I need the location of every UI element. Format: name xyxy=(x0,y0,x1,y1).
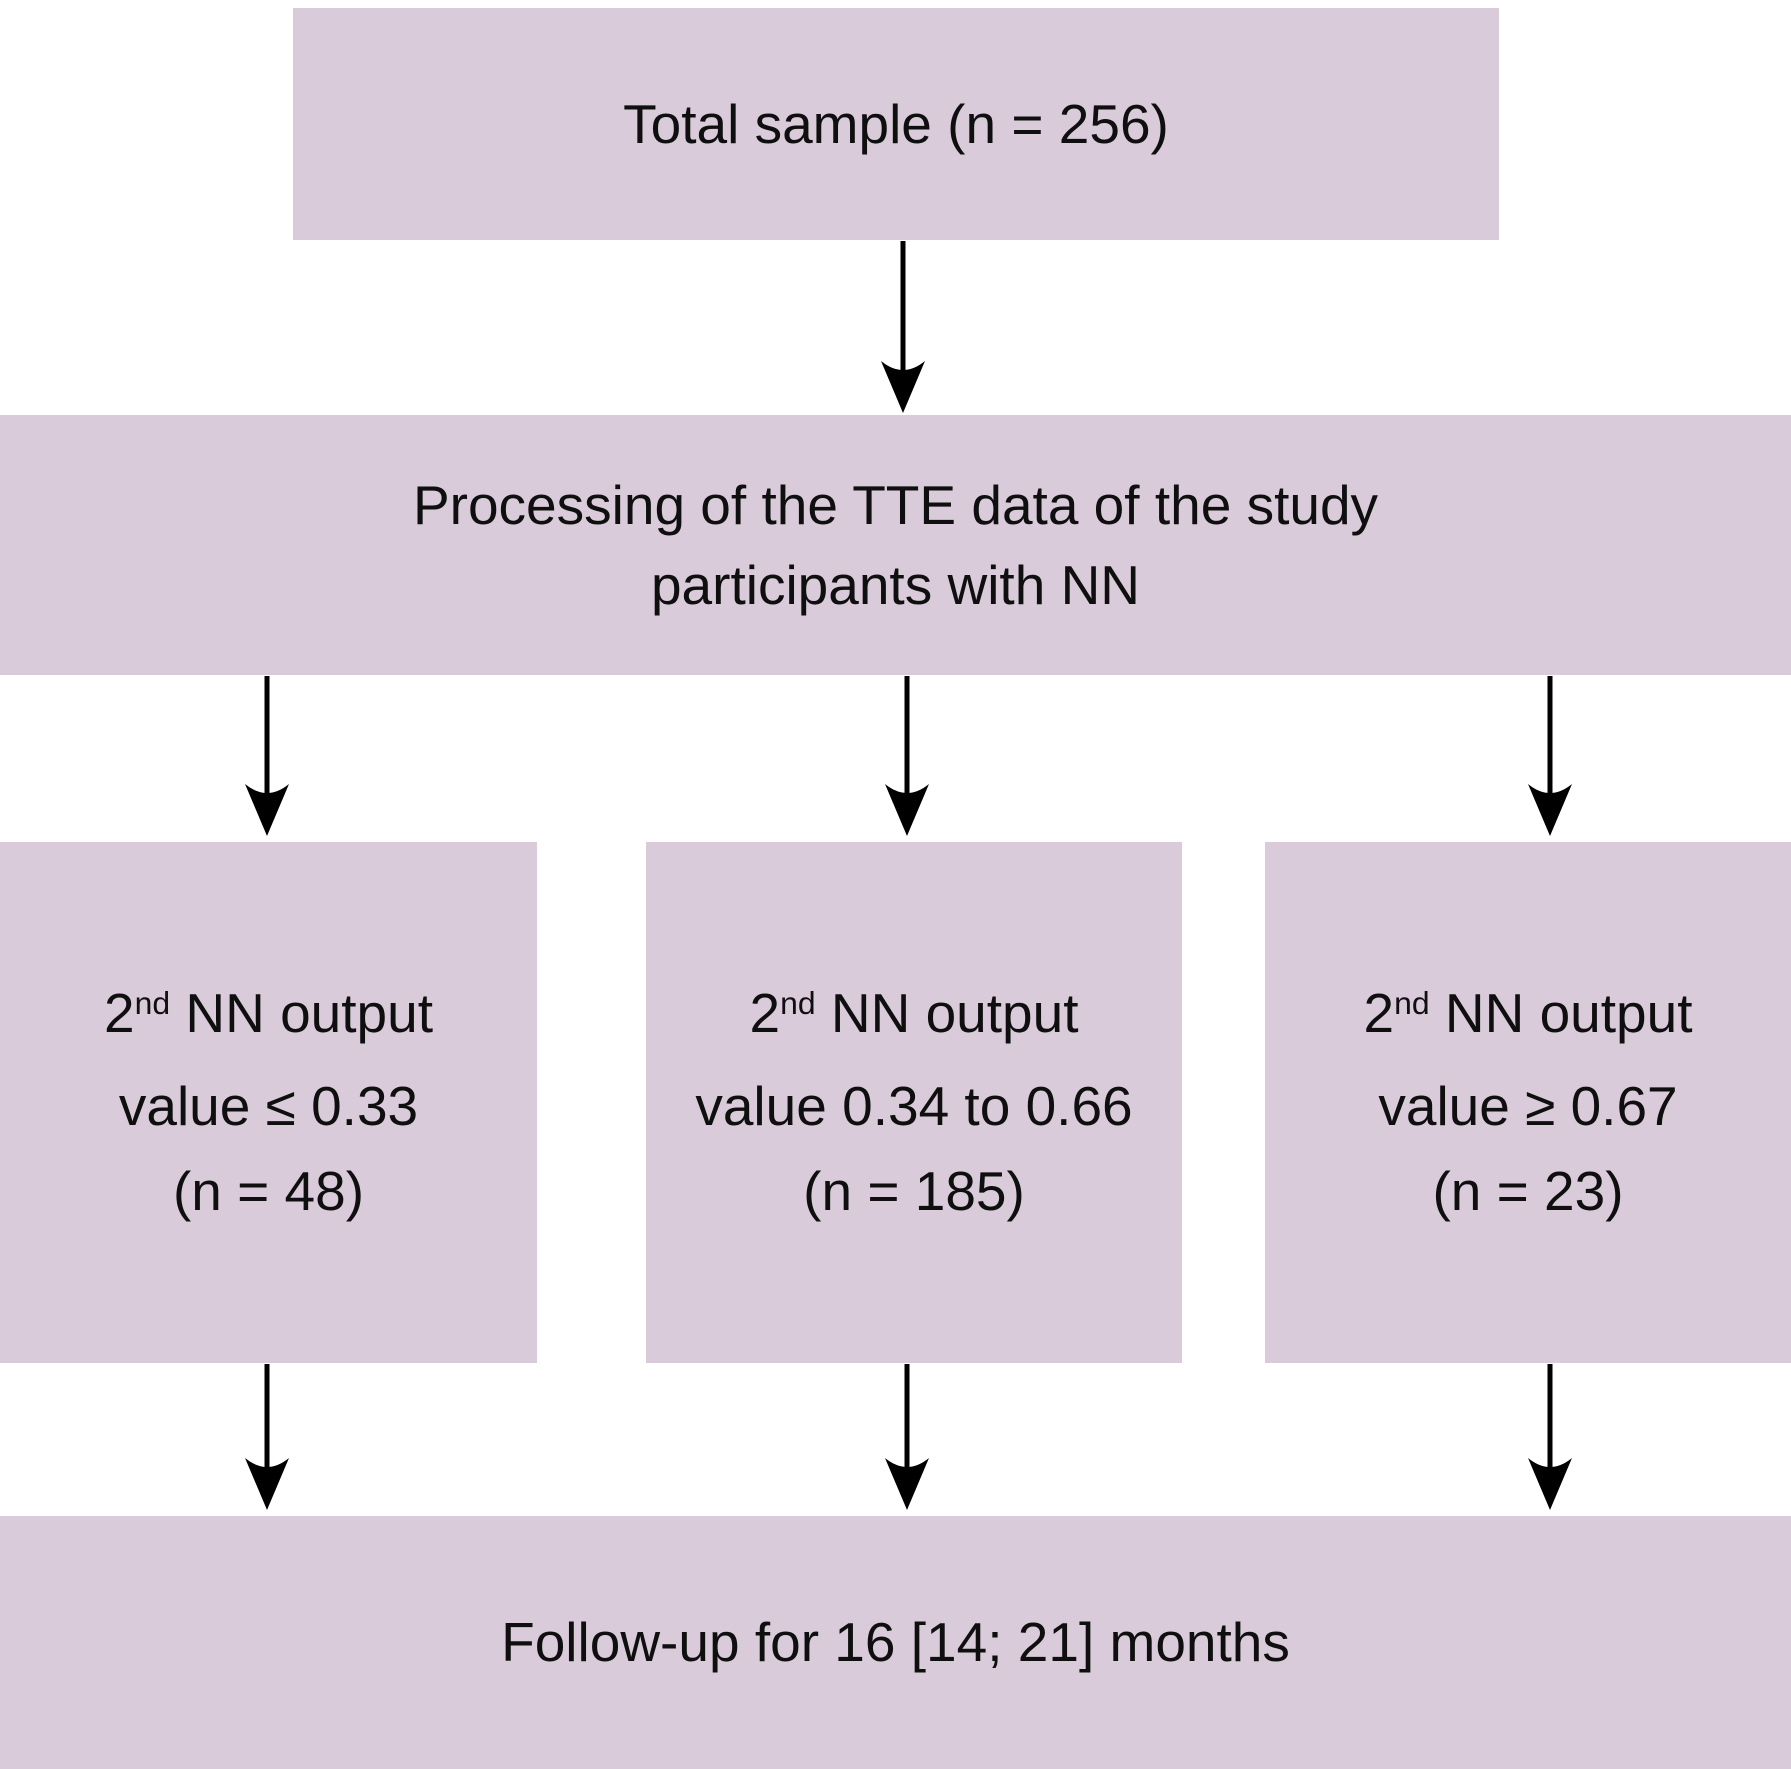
arrow-low-to-followup xyxy=(245,1364,289,1510)
followup-label: Follow-up for 16 [14; 21] months xyxy=(501,1611,1290,1673)
nn-low-rest: NN output xyxy=(170,982,433,1044)
arrow-high-to-followup xyxy=(1528,1364,1572,1510)
arrow-processing-to-high xyxy=(1528,676,1572,836)
box-processing: Processing of the TTE data of the study … xyxy=(0,415,1791,675)
nn-low-label-line2: value ≤ 0.33 xyxy=(118,1075,419,1137)
box-nn-output-low: 2nd NN output value ≤ 0.33 (n = 48) xyxy=(0,842,537,1363)
nn-low-label-line1: 2nd NN output xyxy=(104,971,433,1064)
nn-low-label-line3: (n = 48) xyxy=(172,1160,365,1222)
nn-low-superscript: nd xyxy=(134,985,171,1022)
nn-high-superscript: nd xyxy=(1394,985,1430,1022)
total-sample-label: Total sample (n = 256) xyxy=(623,92,1169,155)
box-nn-output-mid: 2nd NN output value 0.34 to 0.66 (n = 18… xyxy=(646,842,1182,1363)
nn-high-label-line3: (n = 23) xyxy=(1432,1160,1624,1222)
box-followup: Follow-up for 16 [14; 21] months xyxy=(0,1516,1791,1769)
processing-label-line1: Processing of the TTE data of the study xyxy=(412,474,1379,536)
nn-low-base: 2 xyxy=(104,982,135,1044)
nn-mid-rest: NN output xyxy=(815,982,1079,1044)
nn-high-label-line2: value ≥ 0.67 xyxy=(1378,1075,1678,1137)
arrow-total-to-processing xyxy=(881,241,925,413)
nn-mid-label-line3: (n = 185) xyxy=(803,1160,1025,1222)
nn-mid-label-line2: value 0.34 to 0.66 xyxy=(695,1075,1133,1137)
processing-label-line2: participants with NN xyxy=(650,554,1141,616)
nn-high-base: 2 xyxy=(1363,982,1395,1044)
arrow-processing-to-low xyxy=(245,676,289,836)
nn-mid-superscript: nd xyxy=(780,985,816,1022)
nn-mid-base: 2 xyxy=(749,982,781,1044)
nn-mid-label-line1: 2nd NN output xyxy=(750,971,1079,1064)
nn-high-rest: NN output xyxy=(1429,982,1693,1044)
box-total-sample: Total sample (n = 256) xyxy=(293,8,1499,240)
nn-high-label-line1: 2nd NN output xyxy=(1364,971,1693,1064)
arrow-processing-to-mid xyxy=(885,676,929,836)
box-nn-output-high: 2nd NN output value ≥ 0.67 (n = 23) xyxy=(1265,842,1791,1363)
arrow-mid-to-followup xyxy=(885,1364,929,1510)
